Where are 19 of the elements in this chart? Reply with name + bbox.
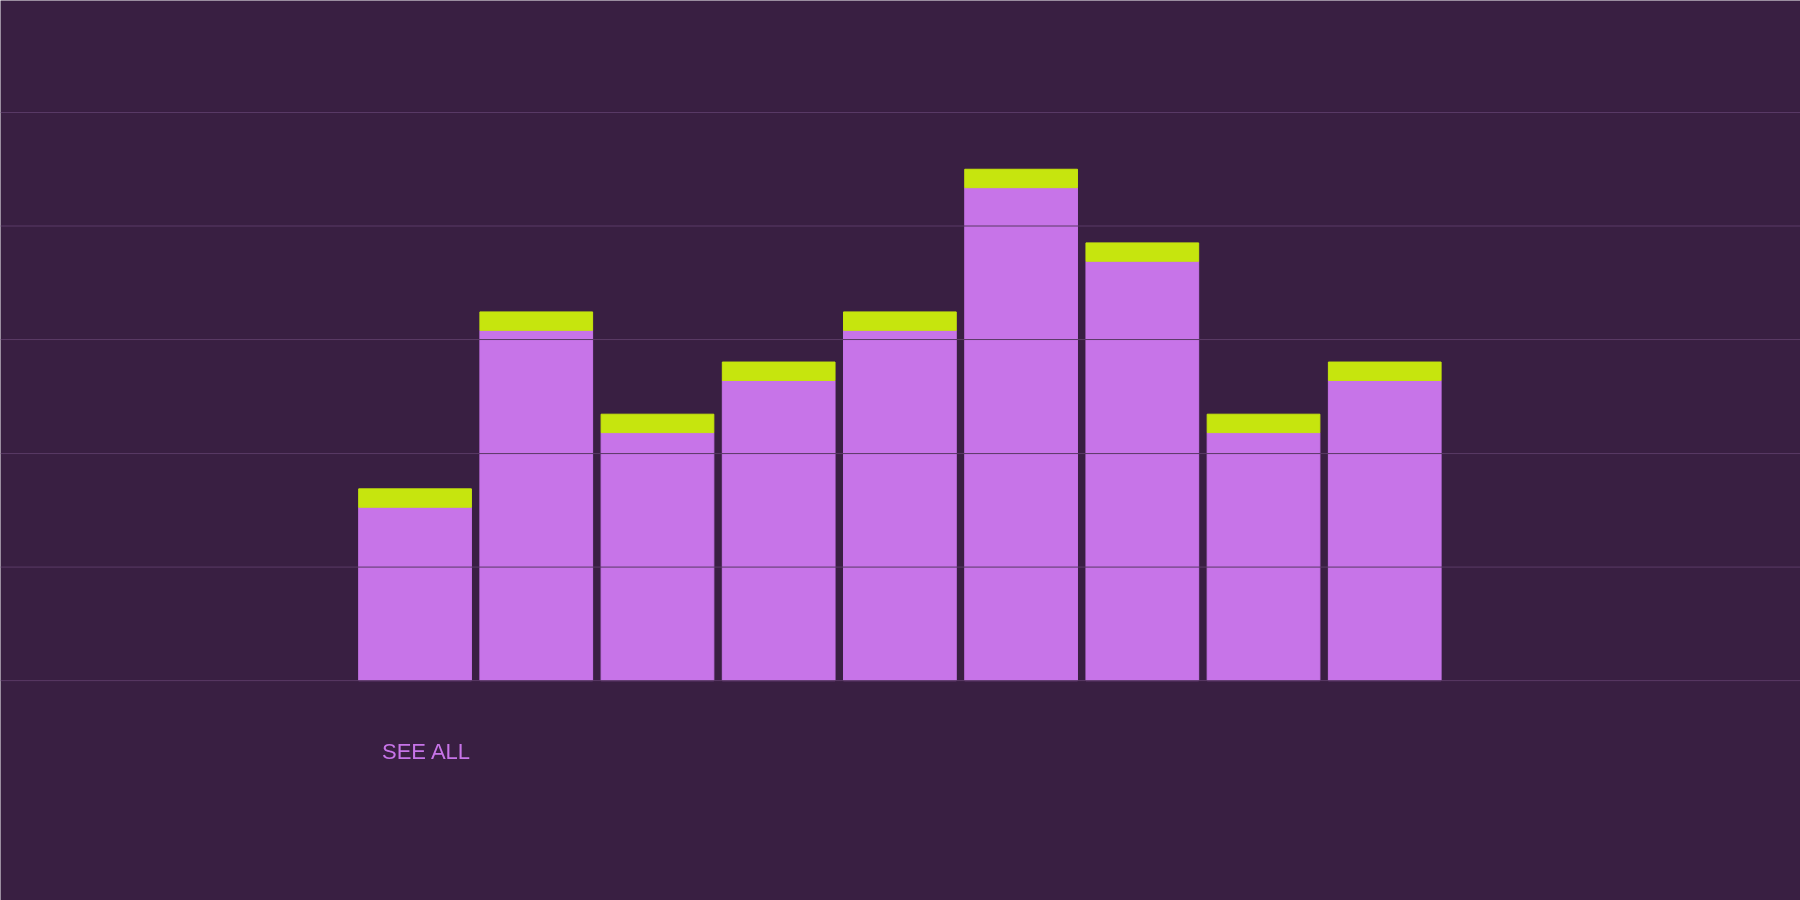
- bar: [721, 361, 836, 381]
- bar: [1085, 242, 1200, 262]
- bar: [1085, 260, 1200, 682]
- text: SEE ALL: [382, 739, 471, 765]
- bar: [600, 432, 715, 682]
- bar: [479, 329, 594, 682]
- bar: [843, 311, 957, 331]
- bar: [843, 329, 957, 682]
- bar: [358, 506, 472, 682]
- bar: [600, 413, 715, 434]
- bar: [358, 488, 472, 508]
- bar: [1327, 379, 1442, 682]
- bar: [1206, 413, 1321, 434]
- bar: [721, 379, 836, 682]
- bar: [1206, 432, 1321, 682]
- bar: [964, 168, 1078, 189]
- bar: [964, 187, 1078, 682]
- bar: [1327, 361, 1442, 381]
- bar: [479, 311, 594, 331]
